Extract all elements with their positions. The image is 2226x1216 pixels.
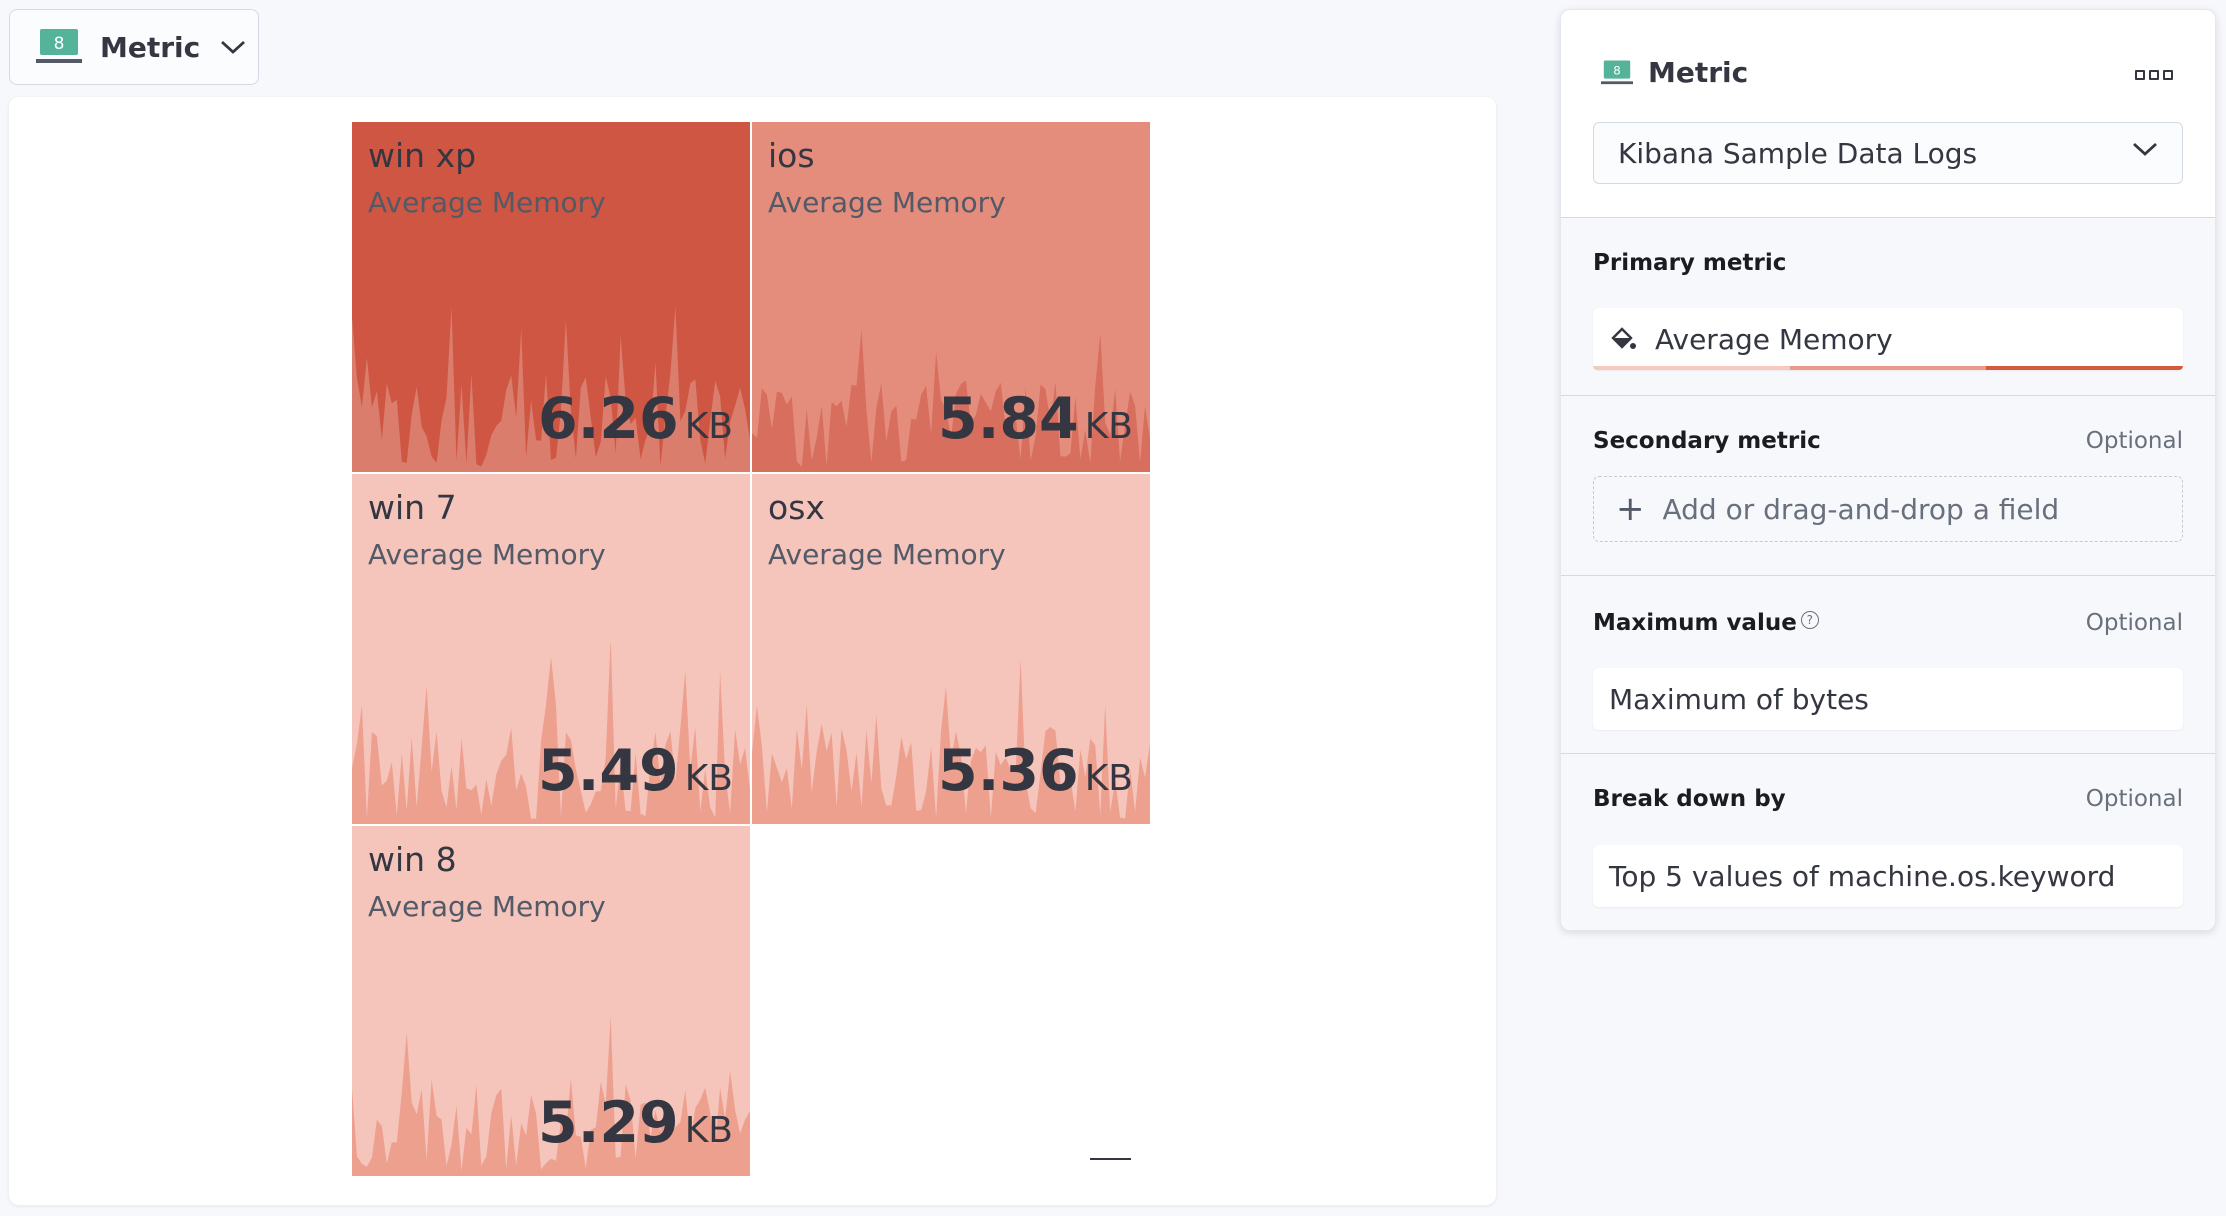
sparkline-area <box>752 658 1150 824</box>
metric-value-unit: KB <box>1084 406 1133 447</box>
layer-title: Metric <box>1648 56 1749 89</box>
metric-value-unit: KB <box>684 406 733 447</box>
metric-vis-icon: 8 <box>1601 60 1633 85</box>
layer-config-panel: 8 Metric Kibana Sample Data Logs Primary… <box>1560 9 2216 931</box>
workspace-dash-mark <box>1090 1158 1131 1160</box>
visualization-workspace: win xp Average Memory 6.26 KB ios Average Mem… <box>9 97 1496 1205</box>
metric-tile-subtitle: Average Memory <box>368 890 606 923</box>
metric-value-number: 5.84 <box>938 386 1079 452</box>
dropzone-placeholder: Add or drag-and-drop a field <box>1662 492 2060 526</box>
maximum-value-text: Maximum value <box>1593 610 1797 636</box>
add-secondary-metric-dropzone[interactable]: + Add or drag-and-drop a field <box>1593 476 2183 542</box>
metric-value-number: 5.49 <box>538 738 679 804</box>
metric-value-unit: KB <box>684 1110 733 1151</box>
metric-value-number: 6.26 <box>538 386 679 452</box>
metric-tile-value: 5.84 KB <box>938 386 1133 452</box>
metric-value-unit: KB <box>1084 758 1133 799</box>
secondary-metric-section: Secondary metric Optional + Add or drag-… <box>1561 395 2215 575</box>
sparkline-path <box>352 306 750 472</box>
metric-tile-subtitle: Average Memory <box>768 186 1006 219</box>
optional-label: Optional <box>2085 610 2183 636</box>
metric-tile-subtitle: Average Memory <box>368 538 606 571</box>
palette-swatch <box>1986 366 2183 370</box>
chart-type-label: Metric <box>100 30 201 64</box>
metric-value-number: 5.36 <box>938 738 1079 804</box>
metric-tile-title: win 7 <box>368 488 457 527</box>
metric-tile-value: 5.36 KB <box>938 738 1133 804</box>
metric-value-unit: KB <box>684 758 733 799</box>
metric-tile[interactable]: osx Average Memory 5.36 KB <box>752 474 1150 824</box>
metric-value-number: 5.29 <box>538 1090 679 1156</box>
maximum-value-value: Maximum of bytes <box>1609 682 1869 716</box>
sparkline-path <box>352 644 750 824</box>
metric-tile-title: win xp <box>368 136 477 175</box>
sparkline-path <box>352 1015 750 1176</box>
metric-tile-title: ios <box>768 136 815 175</box>
sparkline-area <box>352 644 750 824</box>
metric-tile[interactable]: win 7 Average Memory 5.49 KB <box>352 474 750 824</box>
metric-tile-value: 5.49 KB <box>538 738 733 804</box>
palette-swatch <box>1593 366 1790 370</box>
svg-text:8: 8 <box>1613 63 1621 77</box>
plus-icon: + <box>1616 489 1645 529</box>
maximum-value-field[interactable]: Maximum of bytes <box>1593 668 2183 730</box>
chevron-down-icon <box>2133 142 2157 156</box>
color-palette-bar <box>1593 366 2183 370</box>
break-down-by-field[interactable]: Top 5 values of machine.os.keyword <box>1593 845 2183 907</box>
sparkline-area <box>752 329 1150 472</box>
primary-metric-field[interactable]: Average Memory <box>1593 308 2183 370</box>
question-icon[interactable]: ? <box>1800 611 1819 629</box>
svg-text:8: 8 <box>54 34 65 54</box>
sparkline-path <box>752 329 1150 472</box>
chart-type-switcher[interactable]: 8 Metric <box>9 9 259 85</box>
maximum-value-section: Maximum value? Optional Maximum of bytes <box>1561 575 2215 753</box>
optional-label: Optional <box>2085 428 2183 454</box>
maximum-value-label: Maximum value? <box>1593 610 1819 636</box>
metric-tile[interactable]: win xp Average Memory 6.26 KB <box>352 122 750 472</box>
layer-header: 8 Metric Kibana Sample Data Logs <box>1561 10 2215 217</box>
metric-tile[interactable]: win 8 Average Memory 5.29 KB <box>352 826 750 1176</box>
palette-swatch <box>1789 366 1987 370</box>
break-down-by-section: Break down by Optional Top 5 values of m… <box>1561 753 2215 930</box>
break-down-by-label: Break down by <box>1593 786 1786 812</box>
more-options-icon[interactable] <box>2135 70 2173 80</box>
sparkline-area <box>352 1015 750 1176</box>
metric-tile-subtitle: Average Memory <box>368 186 606 219</box>
paint-bucket-icon <box>1611 327 1636 349</box>
break-down-by-value: Top 5 values of machine.os.keyword <box>1609 859 2116 893</box>
data-view-value: Kibana Sample Data Logs <box>1618 136 1978 170</box>
metric-tile-title: osx <box>768 488 825 527</box>
primary-metric-value: Average Memory <box>1655 322 1893 356</box>
sparkline-path <box>752 658 1150 824</box>
data-view-select[interactable]: Kibana Sample Data Logs <box>1593 122 2183 184</box>
primary-metric-section: Primary metric Average Memory <box>1561 217 2215 395</box>
optional-label: Optional <box>2085 786 2183 812</box>
metric-tile-value: 6.26 KB <box>538 386 733 452</box>
primary-metric-label: Primary metric <box>1593 250 1787 276</box>
metric-vis-icon: 8 <box>36 29 82 63</box>
chevron-down-icon <box>221 40 246 54</box>
sparkline-area <box>352 306 750 472</box>
metric-tile[interactable]: ios Average Memory 5.84 KB <box>752 122 1150 472</box>
secondary-metric-label: Secondary metric <box>1593 428 1821 454</box>
metric-tile-subtitle: Average Memory <box>768 538 1006 571</box>
metric-tile-title: win 8 <box>368 840 457 879</box>
metric-tile-value: 5.29 KB <box>538 1090 733 1156</box>
